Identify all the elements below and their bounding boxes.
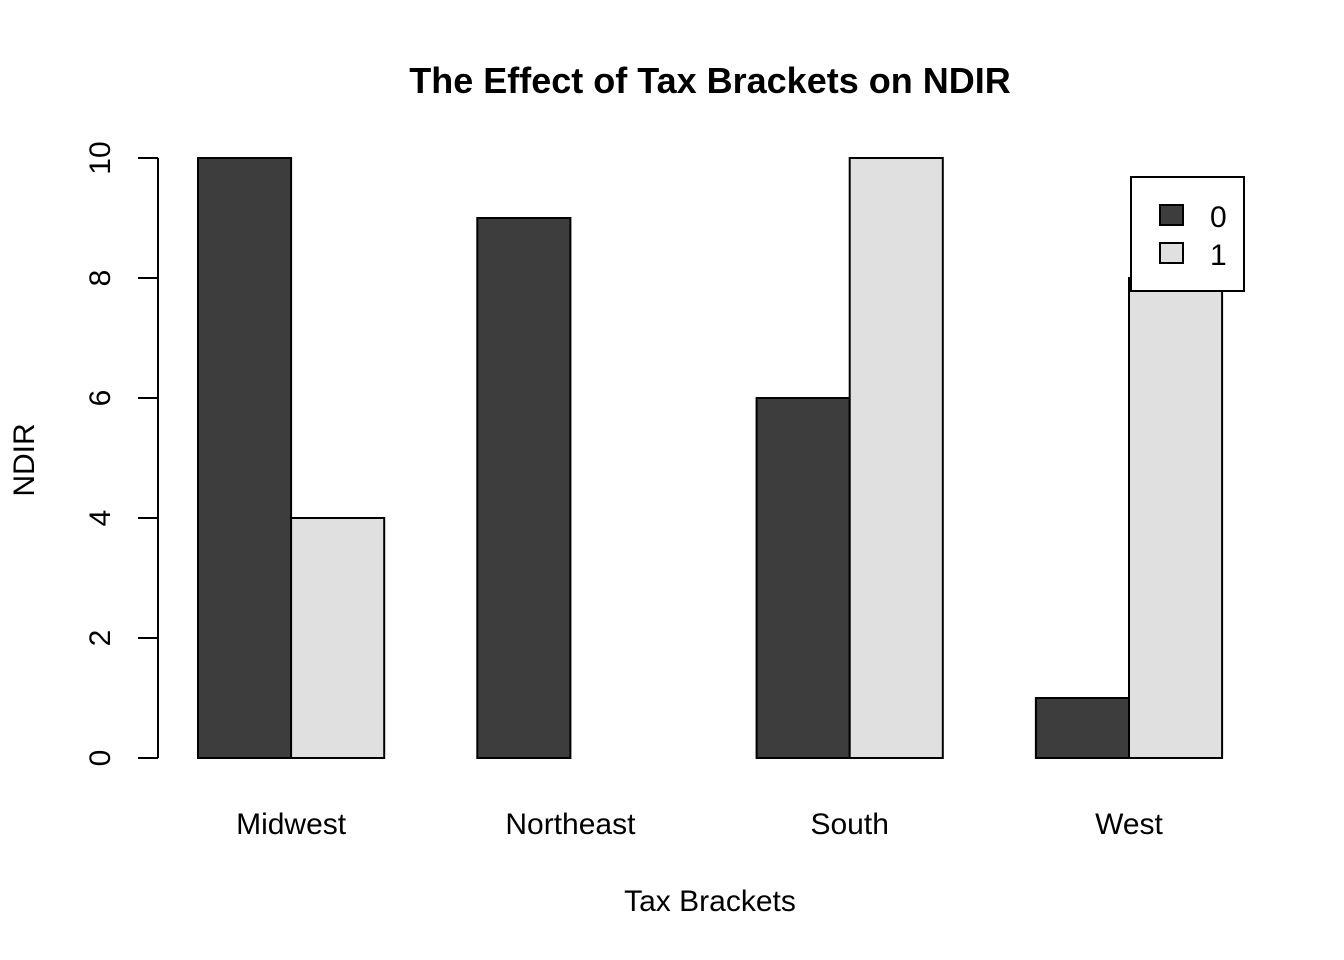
legend-swatch-series-1 — [1159, 242, 1184, 264]
x-tick-label-west: West — [1095, 808, 1163, 841]
y-tick-label: 10 — [84, 141, 117, 174]
bar-west-series-0 — [1034, 697, 1131, 759]
y-axis: 0 2 4 6 8 10 — [84, 141, 159, 767]
legend-label-series-1: 1 — [1210, 239, 1227, 272]
bar-west-series-1 — [1128, 277, 1224, 759]
y-tick-label: 2 — [84, 630, 117, 647]
legend-swatch-series-0 — [1159, 204, 1184, 226]
y-tick-label: 0 — [84, 750, 117, 767]
legend: 0 1 — [1130, 176, 1245, 292]
bar-midwest-series-1 — [290, 517, 386, 759]
legend-label-series-0: 0 — [1210, 201, 1227, 234]
x-tick-labels: Midwest Northeast South West — [236, 808, 1163, 841]
x-tick-label-northeast: Northeast — [505, 808, 636, 841]
x-axis-label: Tax Brackets — [624, 885, 796, 918]
y-tick-label: 6 — [84, 390, 117, 407]
bar-northeast-series-0 — [476, 217, 572, 759]
bar-midwest-series-0 — [197, 157, 293, 759]
bars-group — [197, 157, 1224, 759]
x-tick-label-south: South — [810, 808, 888, 841]
bar-south-series-1 — [848, 157, 944, 759]
x-tick-label-midwest: Midwest — [236, 808, 347, 841]
y-tick-label: 8 — [84, 270, 117, 287]
chart-title: The Effect of Tax Brackets on NDIR — [409, 60, 1010, 101]
legend-box — [1130, 176, 1245, 292]
y-tick-label: 4 — [84, 510, 117, 527]
bar-south-series-0 — [755, 397, 851, 759]
y-axis-label: NDIR — [8, 423, 41, 496]
